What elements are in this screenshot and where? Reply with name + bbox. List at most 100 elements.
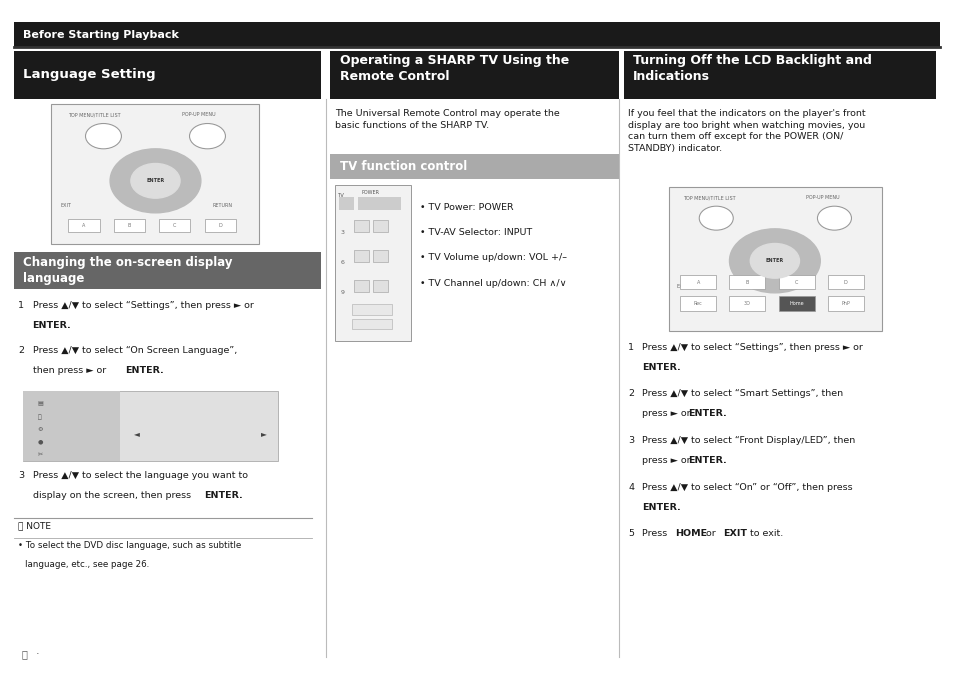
Text: ENTER.: ENTER. xyxy=(204,491,242,500)
Text: ✂: ✂ xyxy=(37,452,43,457)
Bar xyxy=(352,304,392,315)
Bar xyxy=(13,252,320,289)
Bar xyxy=(679,275,716,290)
Text: Press ▲/▼ to select the language you want to: Press ▲/▼ to select the language you wan… xyxy=(32,472,247,481)
Text: ENTER.: ENTER. xyxy=(32,321,71,330)
Bar xyxy=(51,104,259,244)
Bar xyxy=(13,51,320,99)
Text: The Universal Remote Control may operate the
basic functions of the SHARP TV.: The Universal Remote Control may operate… xyxy=(335,109,559,130)
Text: Before Starting Playback: Before Starting Playback xyxy=(23,30,179,40)
Circle shape xyxy=(131,163,180,198)
Text: 3: 3 xyxy=(628,436,634,446)
Bar xyxy=(373,280,388,292)
Text: HOME: HOME xyxy=(674,529,706,539)
Text: ►: ► xyxy=(261,429,267,437)
Bar xyxy=(354,220,369,232)
Text: ENTER.: ENTER. xyxy=(641,363,680,372)
Text: Press: Press xyxy=(641,529,670,539)
Text: A: A xyxy=(696,279,700,285)
Text: press ► or: press ► or xyxy=(641,456,694,465)
Text: ENTER: ENTER xyxy=(146,178,164,184)
Bar xyxy=(373,250,388,262)
Text: Turning Off the LCD Backlight and
Indications: Turning Off the LCD Backlight and Indica… xyxy=(633,54,871,82)
Text: D: D xyxy=(843,279,847,285)
Text: Changing the on-screen display
language: Changing the on-screen display language xyxy=(23,256,233,285)
Text: ●: ● xyxy=(37,439,43,445)
Text: TOP MENU/TITLE LIST: TOP MENU/TITLE LIST xyxy=(682,196,735,200)
Text: language, etc., see page 26.: language, etc., see page 26. xyxy=(25,560,149,569)
Text: B: B xyxy=(745,279,748,285)
Text: 1: 1 xyxy=(18,301,25,310)
Circle shape xyxy=(86,124,121,148)
Text: TV: TV xyxy=(337,193,344,198)
Text: Press ▲/▼ to select “Front Display/LED”, then: Press ▲/▼ to select “Front Display/LED”,… xyxy=(641,436,855,446)
Text: B: B xyxy=(128,223,131,228)
Text: Press ▲/▼ to select “Settings”, then press ► or: Press ▲/▼ to select “Settings”, then pre… xyxy=(641,343,862,352)
Text: 6: 6 xyxy=(340,260,344,265)
Text: ENTER.: ENTER. xyxy=(641,503,680,512)
Bar xyxy=(729,296,764,310)
Text: TOP MENU/TITLE LIST: TOP MENU/TITLE LIST xyxy=(69,112,121,117)
Text: D: D xyxy=(218,223,222,228)
Circle shape xyxy=(110,148,201,213)
Text: then press ► or: then press ► or xyxy=(32,366,109,375)
Bar xyxy=(357,197,401,210)
Bar xyxy=(69,219,99,232)
Text: Operating a SHARP TV Using the
Remote Control: Operating a SHARP TV Using the Remote Co… xyxy=(339,54,569,82)
Text: 2: 2 xyxy=(18,346,25,355)
Circle shape xyxy=(699,206,733,230)
Text: • To select the DVD disc language, such as subtitle: • To select the DVD disc language, such … xyxy=(18,541,241,550)
Bar xyxy=(827,275,862,290)
Text: • TV Channel up/down: CH ∧/∨: • TV Channel up/down: CH ∧/∨ xyxy=(420,279,566,288)
Bar xyxy=(23,392,120,462)
Text: POWER: POWER xyxy=(361,190,379,195)
Text: Home: Home xyxy=(788,301,803,306)
Text: POP-UP MENU: POP-UP MENU xyxy=(182,112,215,117)
Text: RETURN: RETURN xyxy=(212,202,233,208)
Text: • TV-AV Selector: INPUT: • TV-AV Selector: INPUT xyxy=(420,228,532,237)
Text: display on the screen, then press: display on the screen, then press xyxy=(32,491,193,500)
Text: 9: 9 xyxy=(340,290,344,295)
Bar xyxy=(159,219,191,232)
Circle shape xyxy=(817,206,851,230)
Text: ▤: ▤ xyxy=(37,402,43,406)
Circle shape xyxy=(729,229,820,293)
Text: ◄: ◄ xyxy=(133,429,139,437)
Text: ENTER: ENTER xyxy=(765,259,783,263)
Bar xyxy=(113,219,145,232)
Text: EXIT: EXIT xyxy=(722,529,746,539)
Bar xyxy=(352,319,392,329)
Text: 3D: 3D xyxy=(743,301,750,306)
Circle shape xyxy=(190,124,225,148)
Bar xyxy=(373,220,388,232)
Text: 3: 3 xyxy=(18,472,25,481)
Text: RETURN: RETURN xyxy=(837,284,857,289)
Bar xyxy=(335,185,411,342)
Text: A: A xyxy=(82,223,86,228)
Text: Rec: Rec xyxy=(693,301,702,306)
Bar xyxy=(354,250,369,262)
Circle shape xyxy=(749,244,799,278)
Bar xyxy=(338,197,354,210)
Text: 2: 2 xyxy=(628,389,634,398)
Bar xyxy=(668,188,881,331)
Text: C: C xyxy=(794,279,798,285)
Text: C: C xyxy=(173,223,176,228)
Text: ⑓ NOTE: ⑓ NOTE xyxy=(18,521,51,530)
Text: ENTER.: ENTER. xyxy=(125,366,164,375)
Bar xyxy=(827,296,862,310)
Text: POP-UP MENU: POP-UP MENU xyxy=(805,196,839,200)
Text: 3: 3 xyxy=(340,230,344,235)
Text: Press ▲/▼ to select “Smart Settings”, then: Press ▲/▼ to select “Smart Settings”, th… xyxy=(641,389,842,398)
Text: to exit.: to exit. xyxy=(746,529,782,539)
Text: Press ▲/▼ to select “Settings”, then press ► or: Press ▲/▼ to select “Settings”, then pre… xyxy=(32,301,253,310)
Bar xyxy=(679,296,716,310)
Bar xyxy=(778,296,814,310)
Text: press ► or: press ► or xyxy=(641,410,694,418)
Text: or: or xyxy=(702,529,718,539)
Bar xyxy=(354,280,369,292)
Bar xyxy=(23,392,278,462)
Text: ENTER.: ENTER. xyxy=(687,456,726,465)
Bar xyxy=(205,219,235,232)
Text: 5: 5 xyxy=(628,529,634,539)
